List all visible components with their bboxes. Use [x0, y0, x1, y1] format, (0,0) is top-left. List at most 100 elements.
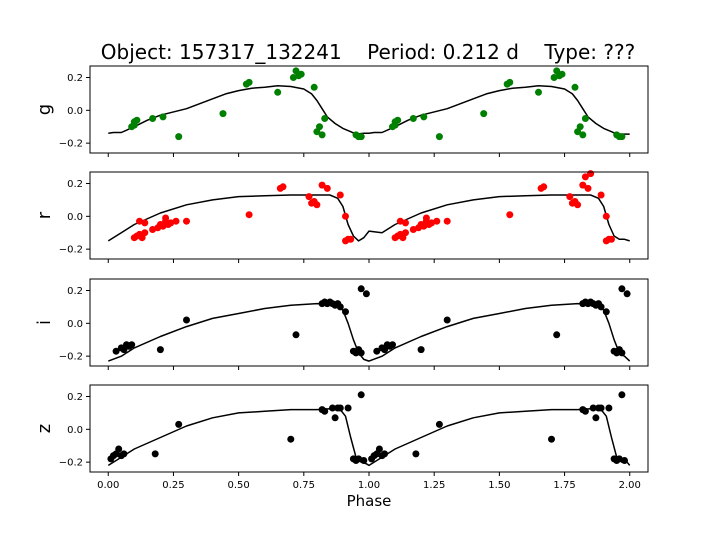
x-tick-label: 1.50 — [488, 480, 510, 491]
data-point-z — [589, 404, 597, 412]
data-point-z — [344, 404, 352, 412]
data-point-r — [323, 184, 331, 192]
data-point-z — [287, 435, 295, 443]
data-point-r — [172, 217, 180, 225]
data-point-i — [417, 346, 425, 354]
data-point-r — [581, 173, 589, 181]
data-point-g — [321, 115, 329, 122]
data-point-r — [245, 211, 253, 219]
data-point-r — [162, 214, 170, 222]
y-axis-label-r: r — [34, 211, 55, 219]
y-tick-label-r: 0.0 — [67, 212, 83, 223]
data-point-r — [587, 170, 595, 178]
model-curve-g — [108, 84, 630, 135]
data-point-r — [279, 183, 287, 191]
data-point-z — [618, 391, 626, 399]
data-point-r — [336, 191, 344, 199]
y-axis-label-i: i — [34, 320, 55, 325]
data-point-g — [558, 70, 566, 78]
y-tick-label-z: 0.0 — [67, 425, 83, 436]
data-point-g — [576, 123, 584, 131]
data-point-z — [120, 450, 128, 458]
data-point-i — [112, 347, 120, 355]
y-tick-label-g: 0.2 — [67, 73, 83, 84]
data-point-r — [347, 235, 355, 243]
data-point-z — [592, 414, 600, 422]
data-point-r — [305, 193, 313, 201]
data-point-i — [357, 285, 365, 293]
data-point-z — [360, 457, 368, 464]
data-point-i — [618, 349, 626, 357]
model-curve-z — [107, 408, 631, 467]
data-point-r — [584, 184, 592, 192]
axes-frame-g — [89, 65, 649, 154]
data-point-i — [373, 347, 381, 355]
data-point-z — [621, 457, 628, 464]
data-point-r — [574, 201, 582, 209]
y-tick-label-z: −0.2 — [59, 458, 83, 469]
data-point-i — [618, 285, 626, 293]
y-tick-label-r: 0.2 — [67, 179, 83, 190]
data-point-r — [540, 183, 548, 191]
y-tick-label-i: −0.2 — [59, 352, 83, 363]
data-point-i — [336, 303, 344, 311]
data-point-z — [548, 435, 555, 443]
data-point-r — [443, 217, 451, 225]
x-tick-label: 0.00 — [97, 480, 119, 491]
data-point-i — [128, 341, 136, 349]
data-point-g — [581, 115, 589, 122]
y-tick-label-z: 0.2 — [67, 392, 83, 403]
data-point-z — [412, 450, 420, 458]
data-point-r — [597, 191, 605, 199]
data-point-g — [357, 133, 365, 141]
x-tick-label: 1.00 — [358, 480, 380, 491]
y-tick-label-g: 0.0 — [67, 106, 83, 117]
data-point-g — [579, 131, 587, 139]
data-point-r — [422, 214, 430, 222]
x-tick-label: 1.25 — [423, 480, 445, 491]
data-point-z — [321, 407, 329, 415]
y-tick-label-i: 0.0 — [67, 319, 83, 330]
data-point-r — [566, 193, 574, 201]
x-tick-label: 0.25 — [162, 480, 184, 491]
data-point-i — [443, 316, 451, 324]
panels: 0.2 0.0 −0.2 g 0.2 0.0 −0.2 r 0.2 0.0 −0.2 i 0.2 0.0 −… — [34, 65, 649, 491]
panel-z: 0.2 0.0 −0.2 0.00 0.25 0.50 0.75 1.00 1.25 1.50 1.… — [34, 384, 649, 491]
data-point-g — [435, 133, 443, 141]
data-point-g — [219, 110, 227, 118]
data-point-g — [506, 78, 514, 86]
chart-title: Object: 157317_132241 Period: 0.212 d Ty… — [101, 40, 635, 64]
data-point-g — [420, 113, 428, 121]
data-point-r — [141, 229, 149, 237]
data-point-i — [357, 349, 365, 357]
x-tick-label: 0.50 — [227, 480, 249, 491]
data-point-z — [336, 404, 344, 412]
data-point-z — [151, 450, 159, 458]
data-point-r — [313, 201, 321, 209]
data-point-r — [402, 219, 409, 227]
data-point-i — [597, 303, 605, 311]
model-curve-r — [107, 194, 630, 242]
data-point-g — [297, 70, 305, 78]
data-point-z — [331, 414, 339, 422]
data-point-g — [159, 113, 167, 121]
data-point-r — [136, 217, 143, 225]
data-point-z — [597, 404, 605, 412]
data-point-g — [245, 78, 253, 86]
y-axis-label-z: z — [34, 424, 55, 433]
data-point-g — [618, 133, 626, 141]
y-axis-label-g: g — [34, 104, 55, 115]
data-point-i — [389, 341, 396, 349]
data-point-g — [480, 110, 488, 118]
data-point-g — [130, 121, 138, 129]
data-point-g — [535, 88, 542, 96]
data-point-i — [362, 290, 370, 298]
data-point-g — [571, 83, 579, 91]
data-point-g — [409, 115, 417, 122]
data-point-g — [318, 131, 326, 139]
data-point-i — [183, 316, 190, 324]
data-point-z — [581, 407, 589, 415]
data-point-z — [375, 445, 383, 453]
panel-i: 0.2 0.0 −0.2 i — [34, 278, 649, 370]
model-curve-i — [108, 302, 631, 362]
